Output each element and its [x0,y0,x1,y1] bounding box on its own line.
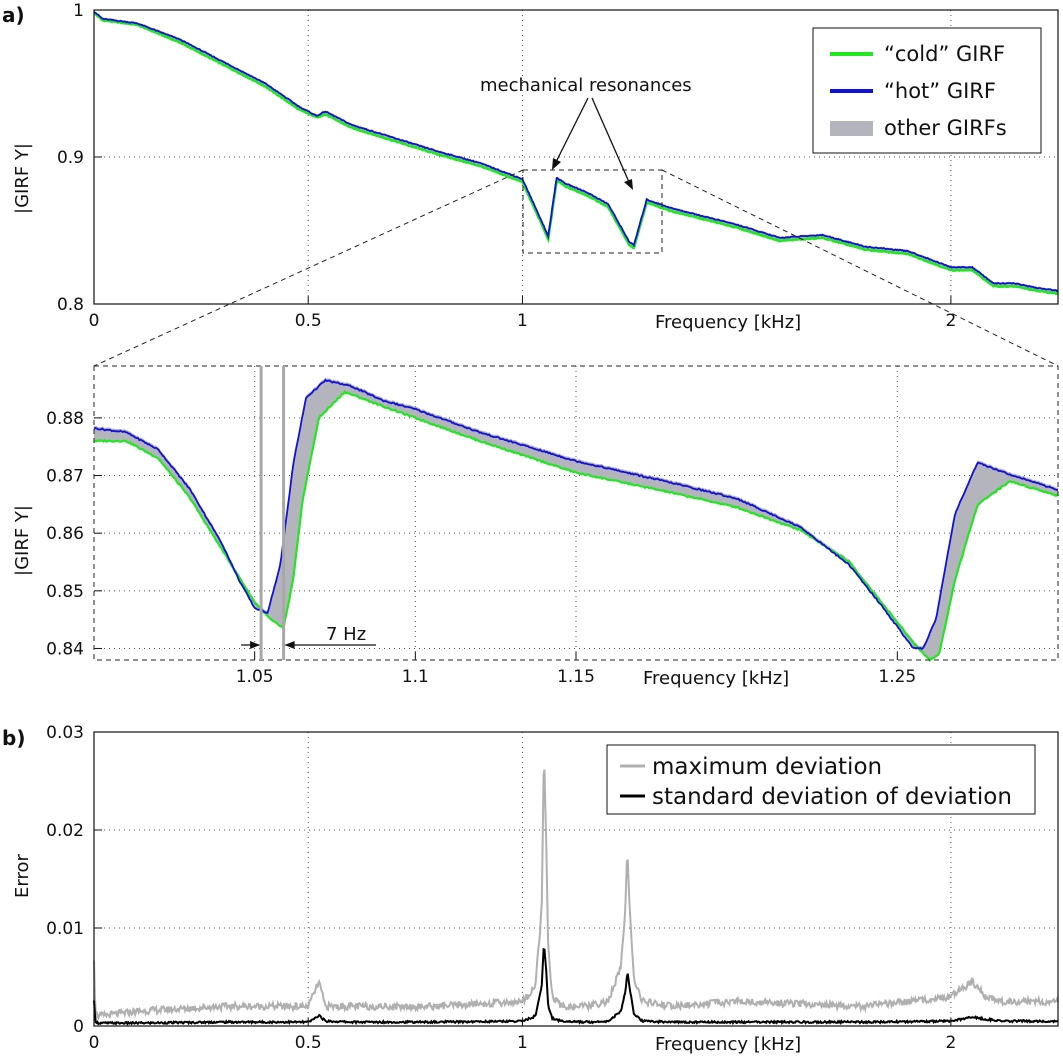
resonance-arrow-2-head [624,179,633,190]
zoom-xtick-label: 1.25 [878,667,916,687]
top-axes-frame [93,9,1059,305]
seven-hz-label: 7 Hz [326,624,366,645]
resonance-arrow-1-head [552,158,561,170]
top-cold-girf-line [93,11,1059,295]
mechanical-resonances-label: mechanical resonances [480,75,692,96]
bottom-xtick-label: 0.5 [295,1033,322,1053]
bottom-ytick-label: 0.02 [46,821,84,841]
panel-label-a: a) [2,3,25,27]
top-ytick-label: 1 [73,1,84,21]
zoom-connector-right [661,169,1059,367]
bottom-ytick-label: 0.03 [46,723,84,743]
resonance-arrow-1 [555,97,589,163]
bottom-legend-box [606,744,1036,815]
bottom-axes-frame [93,731,1059,1027]
zoom-ytick-label: 0.86 [46,524,84,544]
top-panel: a) 0 0.5 1 2 0.8 0.9 1 Frequency [kHz] |GIRF Y… [2,1,1059,367]
bottom-ytick-label: 0.01 [46,919,84,939]
max-deviation-line [93,769,1059,1021]
legend-max-label: maximum deviation [652,754,882,780]
zoom-grid [94,366,1058,660]
zoom-xtick-label: 1.05 [236,667,274,687]
legend-cold-label: “cold” GIRF [884,42,1005,66]
std-deviation-line [93,947,1059,1026]
zoom-panel: 1.05 1.1 1.15 1.25 0.84 0.85 0.86 0.87 0.88 Freq… [12,365,1059,689]
legend-std-label: standard deviation of deviation [652,784,1012,810]
zoom-cold-girf-line [93,389,1059,663]
top-ylabel: |GIRF Y| [12,143,33,214]
seven-hz-arrow-right-head [284,641,295,649]
top-hot-girf-line [93,11,1059,293]
bottom-panel: b) 0 0.5 1 2 0 0.01 0.02 0.03 Frequency [kHz] E… [2,723,1059,1055]
top-xtick-label: 0 [89,311,100,331]
zoom-hot-girf-line [93,378,1059,651]
legend-other-swatch [830,121,873,136]
top-ticks: 0 0.5 1 2 0.8 0.9 1 [57,1,956,331]
top-xlabel: Frequency [kHz] [655,312,801,333]
bottom-xtick-label: 0 [89,1033,100,1053]
panel-label-b: b) [2,726,25,750]
legend-other-label: other GIRFs [884,116,1007,140]
bottom-ticks: 0 0.5 1 2 0 0.01 0.02 0.03 [46,723,956,1053]
top-xtick-label: 0.5 [295,311,322,331]
bottom-legend: maximum deviation standard deviation of … [606,744,1036,815]
resonance-arrow-2 [591,97,630,183]
zoom-ytick-label: 0.85 [46,582,84,602]
zoom-xlabel: Frequency [kHz] [643,668,789,689]
bottom-xtick-label: 1 [517,1033,528,1053]
bottom-xtick-label: 2 [945,1033,956,1053]
seven-hz-annotation [241,366,376,660]
top-ytick-label: 0.9 [57,148,84,168]
zoom-ticks: 1.05 1.1 1.15 1.25 0.84 0.85 0.86 0.87 0.88 [46,409,916,687]
zoom-ytick-label: 0.84 [46,639,84,659]
zoom-other-girfs-band [94,377,1058,661]
bottom-ytick-label: 0 [73,1017,84,1037]
bottom-xlabel: Frequency [kHz] [655,1034,801,1055]
top-legend: “cold” GIRF “hot” GIRF other GIRFs [812,27,1042,154]
zoom-box [522,169,663,254]
zoom-ytick-label: 0.87 [46,467,84,487]
zoom-connector-left [93,169,524,367]
bottom-ylabel: Error [12,854,33,898]
zoom-axes-frame [93,365,1059,661]
zoom-plot [93,377,1059,663]
top-plot [93,10,1059,295]
legend-hot-label: “hot” GIRF [884,79,996,103]
top-xtick-label: 1 [517,311,528,331]
zoom-ylabel: |GIRF Y| [12,505,33,576]
bottom-plot [93,769,1059,1026]
top-ytick-label: 0.8 [57,295,84,315]
top-xtick-label: 2 [945,311,956,331]
seven-hz-arrow-left-head [250,641,261,649]
zoom-xtick-label: 1.1 [402,667,429,687]
zoom-xtick-label: 1.15 [557,667,595,687]
zoom-ytick-label: 0.88 [46,409,84,429]
